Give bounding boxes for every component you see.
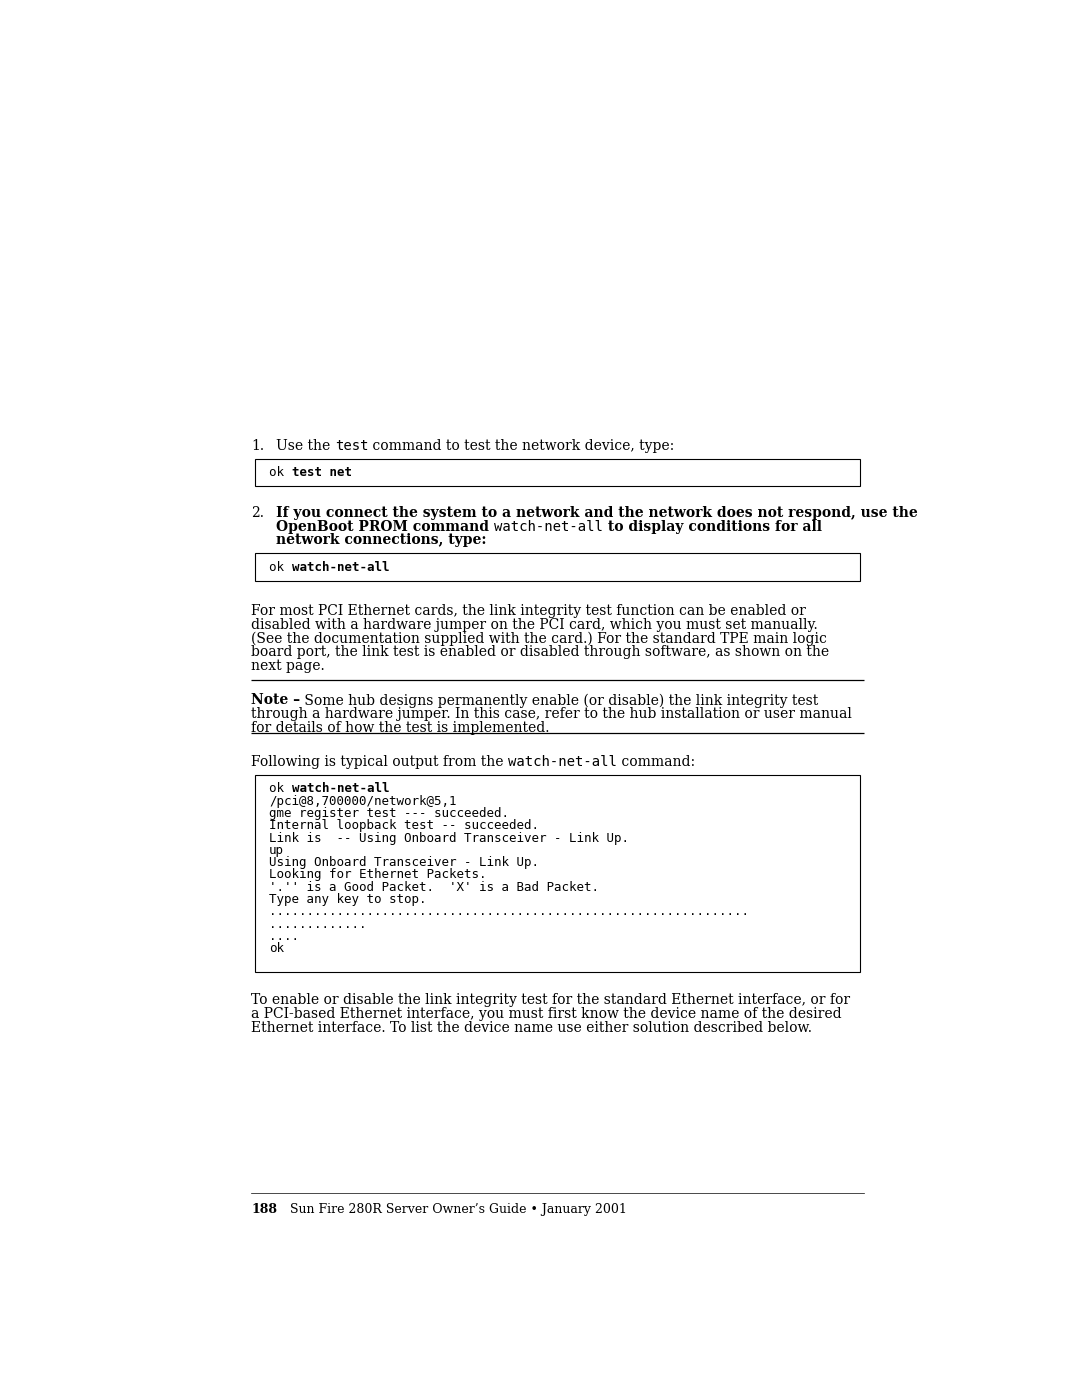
Text: next page.: next page. [252,659,325,673]
Text: through a hardware jumper. In this case, refer to the hub installation or user m: through a hardware jumper. In this case,… [252,707,852,721]
Text: Following is typical output from the: Following is typical output from the [252,754,508,768]
Text: gme register test --- succeeded.: gme register test --- succeeded. [269,807,509,820]
Text: ....: .... [269,930,299,943]
Bar [255,458,860,486]
Text: Sun Fire 280R Server Owner’s Guide • January 2001: Sun Fire 280R Server Owner’s Guide • Jan… [291,1203,626,1217]
Text: For most PCI Ethernet cards, the link integrity test function can be enabled or: For most PCI Ethernet cards, the link in… [252,604,806,617]
Text: OpenBoot PROM command: OpenBoot PROM command [276,520,494,534]
Text: command:: command: [617,754,696,768]
Text: board port, the link test is enabled or disabled through software, as shown on t: board port, the link test is enabled or … [252,645,829,659]
Text: a PCI-based Ethernet interface, you must first know the device name of the desir: a PCI-based Ethernet interface, you must… [252,1007,842,1021]
Text: Looking for Ethernet Packets.: Looking for Ethernet Packets. [269,869,487,882]
Text: (See the documentation supplied with the card.) For the standard TPE main logic: (See the documentation supplied with the… [252,631,827,645]
Text: ok: ok [269,560,292,574]
Text: disabled with a hardware jumper on the PCI card, which you must set manually.: disabled with a hardware jumper on the P… [252,617,818,631]
Text: watch-net-all: watch-net-all [494,520,603,534]
Text: Type any key to stop.: Type any key to stop. [269,893,427,907]
Text: watch-net-all: watch-net-all [292,782,389,795]
Text: up: up [269,844,284,856]
Text: ok: ok [269,943,284,956]
Text: .............: ............. [269,918,366,930]
Text: Link is  -- Using Onboard Transceiver - Link Up.: Link is -- Using Onboard Transceiver - L… [269,831,629,845]
Text: '.'' is a Good Packet.  'X' is a Bad Packet.: '.'' is a Good Packet. 'X' is a Bad Pack… [269,882,599,894]
Text: test net: test net [292,467,352,479]
Text: Some hub designs permanently enable (or disable) the link integrity test: Some hub designs permanently enable (or … [300,693,819,708]
Text: Internal loopback test -- succeeded.: Internal loopback test -- succeeded. [269,819,539,833]
Bar [255,553,860,581]
Text: Ethernet interface. To list the device name use either solution described below.: Ethernet interface. To list the device n… [252,1021,812,1035]
Text: If you connect the system to a network and the network does not respond, use the: If you connect the system to a network a… [276,506,918,520]
Text: ok: ok [269,782,292,795]
Text: ok: ok [269,467,292,479]
Text: watch-net-all: watch-net-all [508,754,617,768]
Text: 1.: 1. [252,439,265,453]
Text: watch-net-all: watch-net-all [292,560,389,574]
Text: Note –: Note – [252,693,300,707]
Text: /pci@8,700000/network@5,1: /pci@8,700000/network@5,1 [269,795,457,807]
Text: Use the: Use the [276,439,335,453]
Text: command to test the network device, type:: command to test the network device, type… [368,439,674,453]
Text: 2.: 2. [252,506,265,520]
Text: 188: 188 [252,1203,278,1217]
Bar [255,774,860,972]
Text: for details of how the test is implemented.: for details of how the test is implement… [252,721,550,735]
Text: test: test [335,439,368,453]
Text: To enable or disable the link integrity test for the standard Ethernet interface: To enable or disable the link integrity … [252,993,850,1007]
Text: Using Onboard Transceiver - Link Up.: Using Onboard Transceiver - Link Up. [269,856,539,869]
Text: ................................................................: ........................................… [269,905,750,918]
Text: to display conditions for all: to display conditions for all [603,520,822,534]
Text: network connections, type:: network connections, type: [276,534,487,548]
